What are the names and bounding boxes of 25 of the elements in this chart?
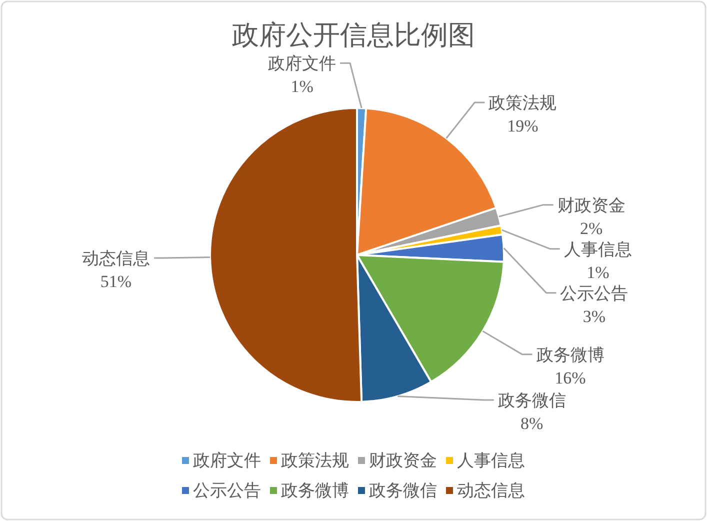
slice-label: 公示公告 — [560, 284, 628, 303]
legend-label: 人事信息 — [457, 451, 525, 470]
data-label: 51% — [100, 272, 132, 291]
legend-label: 政府文件 — [193, 451, 261, 470]
data-label: 3% — [582, 306, 606, 326]
data-label: 2% — [580, 218, 603, 238]
data-label: 16% — [554, 368, 586, 388]
data-label: 8% — [520, 414, 544, 433]
chart-title: 政府公开信息比例图 — [232, 20, 475, 50]
slice-label: 政府文件 — [268, 54, 336, 74]
slice-label: 政务微博 — [536, 345, 604, 364]
legend-label: 政务微信 — [369, 481, 437, 500]
legend-label: 公示公告 — [193, 481, 261, 500]
legend-label: 财政资金 — [369, 451, 437, 470]
slice-label: 动态信息 — [82, 248, 150, 268]
slice-label: 财政资金 — [557, 196, 626, 215]
slice-label: 人事信息 — [564, 240, 632, 259]
data-label: 1% — [586, 262, 610, 282]
slice-label: 政策法规 — [488, 94, 557, 113]
data-label: 19% — [507, 116, 538, 136]
legend-label: 动态信息 — [457, 481, 525, 500]
slice-label: 政务微信 — [498, 391, 566, 410]
legend-label: 政务微博 — [281, 481, 349, 500]
legend-label: 政策法规 — [281, 451, 349, 470]
data-label: 1% — [290, 77, 314, 96]
